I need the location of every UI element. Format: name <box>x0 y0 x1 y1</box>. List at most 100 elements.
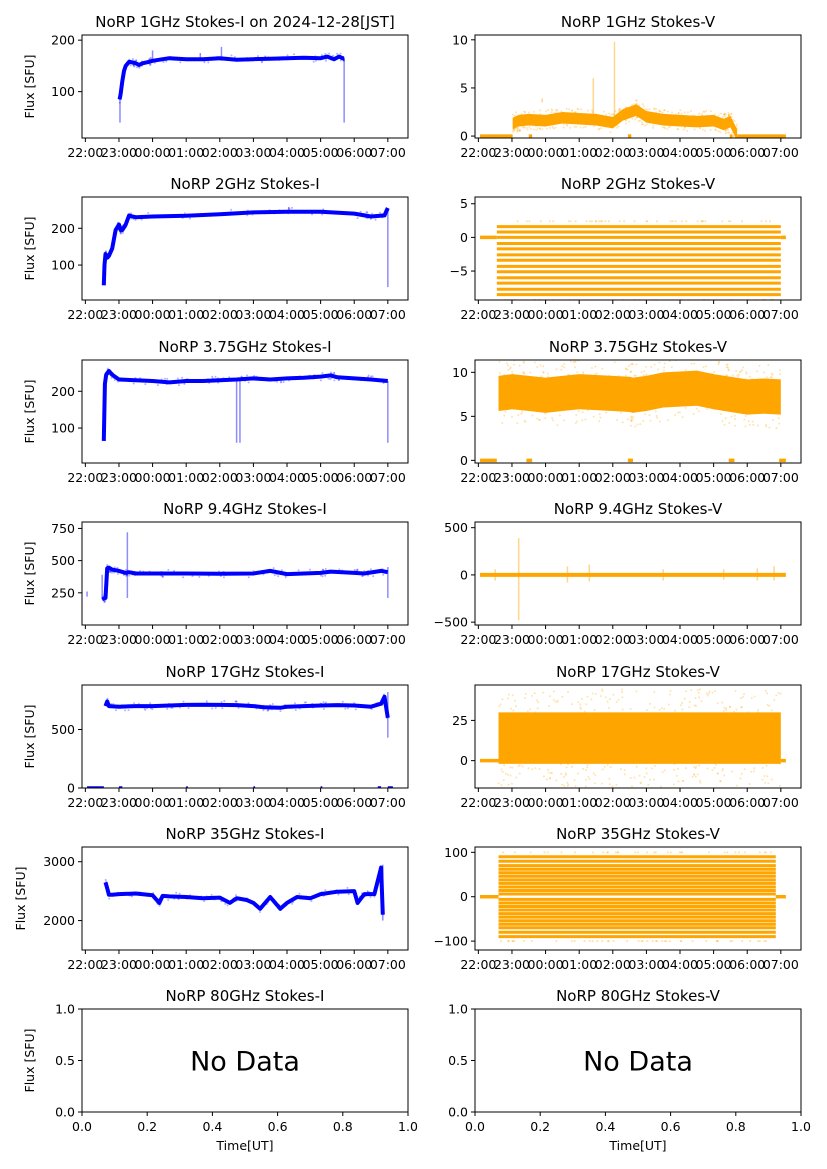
data-point <box>522 371 525 374</box>
data-point <box>637 120 640 123</box>
data-point <box>123 67 126 70</box>
data-point <box>385 710 388 713</box>
data-point <box>733 414 736 417</box>
data-point <box>763 940 766 943</box>
data-point <box>678 411 681 414</box>
data-point <box>648 108 651 111</box>
data-point <box>232 898 235 901</box>
data-point <box>531 768 534 771</box>
x-tick-label: 02:00 <box>202 307 238 322</box>
data-point <box>377 571 380 574</box>
x-tick-label: 03:00 <box>628 957 664 972</box>
data-point <box>761 778 764 781</box>
data-point <box>739 706 742 709</box>
data-point <box>367 374 370 377</box>
data-point <box>511 694 514 697</box>
data-point <box>512 128 515 131</box>
y-tick-label: 0 <box>460 230 468 245</box>
data-point <box>569 220 572 223</box>
data-point <box>668 693 671 696</box>
data-point <box>663 109 666 112</box>
data-point <box>254 704 257 707</box>
data-point <box>658 109 661 112</box>
data-point <box>677 111 680 114</box>
data-point <box>158 904 161 907</box>
x-tick-label: 07:00 <box>763 307 799 322</box>
data-point <box>637 940 640 943</box>
data-point <box>542 775 545 778</box>
data-point <box>585 778 588 781</box>
data-point <box>513 129 516 132</box>
data-point <box>104 599 107 602</box>
data-point <box>546 851 549 854</box>
data-point <box>309 56 312 59</box>
data-point <box>247 576 250 579</box>
data-point <box>639 781 642 784</box>
data-point <box>748 783 751 786</box>
data-point <box>127 62 130 65</box>
data-point <box>337 54 340 57</box>
data-point <box>108 570 111 573</box>
data-point <box>629 776 632 779</box>
data-point <box>661 771 664 774</box>
data-point <box>112 702 115 705</box>
x-tick-label: 05:00 <box>303 957 339 972</box>
data-point <box>587 775 590 778</box>
data-point <box>542 371 545 374</box>
data-point <box>552 220 555 223</box>
data-point <box>148 63 151 66</box>
data-point <box>376 701 379 704</box>
data-point <box>694 775 697 778</box>
data-point <box>110 376 113 379</box>
x-tick-label: 03:00 <box>235 470 271 485</box>
data-point <box>329 378 332 381</box>
data-point <box>262 704 265 707</box>
data-point <box>119 225 122 228</box>
data-point <box>583 940 586 943</box>
data-point <box>119 226 122 229</box>
data-point <box>516 129 519 132</box>
data-point <box>533 361 536 364</box>
data-point <box>158 897 161 900</box>
data-point <box>370 708 373 711</box>
data-point <box>107 257 110 260</box>
data-point <box>106 886 109 889</box>
data-point <box>735 123 738 126</box>
data-point <box>582 372 585 375</box>
data-point <box>635 690 638 693</box>
data-point <box>741 706 744 709</box>
y-tick-label: 0 <box>460 753 468 768</box>
data-point <box>525 220 528 223</box>
data-point <box>106 565 109 568</box>
data-point <box>716 772 719 775</box>
data-point <box>715 940 718 943</box>
data-point <box>733 120 736 123</box>
data-point <box>230 900 233 903</box>
data-point <box>682 128 685 131</box>
data-point <box>385 708 388 711</box>
data-point <box>730 770 733 773</box>
data-point <box>549 776 552 779</box>
data-point <box>542 691 545 694</box>
data-point <box>563 363 566 366</box>
y-tick-label: 100 <box>51 258 75 273</box>
data-point <box>160 59 163 62</box>
x-tick-label: 07:00 <box>370 795 406 810</box>
data-point <box>220 900 223 903</box>
data-point <box>125 220 128 223</box>
data-point <box>723 706 726 709</box>
y-tick-label: 0 <box>460 453 468 468</box>
data-point <box>105 587 108 590</box>
chart-title: NoRP 2GHz Stokes-I <box>170 175 319 193</box>
data-point <box>760 220 763 223</box>
data-band <box>498 370 781 415</box>
data-point <box>681 779 684 782</box>
data-line <box>101 369 388 441</box>
data-point <box>700 220 703 223</box>
data-point <box>181 216 184 219</box>
data-point <box>548 705 551 708</box>
data-point <box>148 62 151 65</box>
data-point <box>630 420 633 423</box>
data-point <box>127 214 130 217</box>
data-point <box>702 366 705 369</box>
